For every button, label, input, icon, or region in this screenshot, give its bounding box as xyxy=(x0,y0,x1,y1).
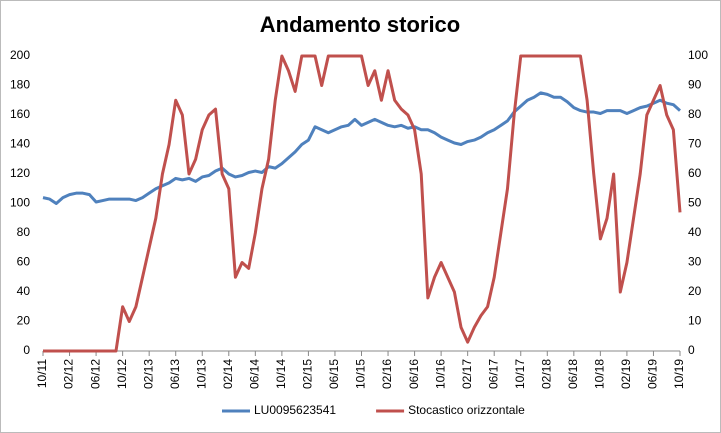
y2-tick-label: 80 xyxy=(688,107,702,121)
y2-tick-label: 100 xyxy=(688,48,708,62)
y-tick-label: 20 xyxy=(17,314,31,328)
x-tick-label: 06/19 xyxy=(646,359,660,389)
y-tick-label: 0 xyxy=(23,343,30,357)
x-tick-label: 06/17 xyxy=(486,359,500,389)
x-tick-label: 02/17 xyxy=(460,359,474,389)
chart-title: Andamento storico xyxy=(260,12,460,37)
x-tick-label: 02/16 xyxy=(380,359,394,389)
x-tick-label: 02/19 xyxy=(619,359,633,389)
x-tick-label: 10/11 xyxy=(35,359,49,388)
x-tick-label: 02/14 xyxy=(221,359,235,389)
x-tick-label: 06/15 xyxy=(327,359,341,389)
y-tick-label: 120 xyxy=(10,166,30,180)
x-tick-label: 06/12 xyxy=(88,359,102,389)
y-tick-label: 200 xyxy=(10,48,30,62)
legend-label: Stocastico orizzontale xyxy=(408,403,525,417)
x-tick-label: 02/12 xyxy=(62,359,76,389)
x-tick-label: 02/15 xyxy=(301,359,315,389)
x-tick-label: 10/14 xyxy=(274,359,288,389)
y2-tick-label: 50 xyxy=(688,196,702,210)
x-tick-label: 06/18 xyxy=(566,359,580,389)
series-line xyxy=(43,54,682,353)
y2-tick-label: 20 xyxy=(688,284,702,298)
y2-tick-label: 10 xyxy=(688,314,702,328)
y2-tick-label: 40 xyxy=(688,225,702,239)
y-tick-label: 100 xyxy=(10,196,30,210)
x-tick-label: 10/16 xyxy=(433,359,447,389)
y2-tick-label: 60 xyxy=(688,166,702,180)
y2-tick-label: 0 xyxy=(688,343,695,357)
y-tick-label: 60 xyxy=(17,255,31,269)
x-tick-label: 02/18 xyxy=(539,359,553,389)
x-tick-label: 10/12 xyxy=(115,359,129,389)
y-tick-label: 180 xyxy=(10,78,30,92)
x-tick-label: 10/17 xyxy=(513,359,527,389)
x-tick-label: 10/15 xyxy=(354,359,368,389)
series-line xyxy=(42,91,681,205)
y-tick-label: 140 xyxy=(10,137,30,151)
x-tick-label: 06/16 xyxy=(407,359,421,389)
y-tick-label: 80 xyxy=(17,225,31,239)
x-tick-label: 10/18 xyxy=(593,359,607,389)
x-tick-label: 10/13 xyxy=(194,359,208,389)
y-tick-label: 160 xyxy=(10,107,30,121)
y2-tick-label: 90 xyxy=(688,78,702,92)
y2-tick-label: 30 xyxy=(688,255,702,269)
legend-label: LU0095623541 xyxy=(254,403,336,417)
y2-tick-label: 70 xyxy=(688,137,702,151)
x-tick-label: 06/13 xyxy=(168,359,182,389)
x-tick-label: 02/13 xyxy=(141,359,155,389)
x-tick-label: 06/14 xyxy=(248,359,262,389)
y-tick-label: 40 xyxy=(17,284,31,298)
x-tick-label: 10/19 xyxy=(672,359,686,389)
